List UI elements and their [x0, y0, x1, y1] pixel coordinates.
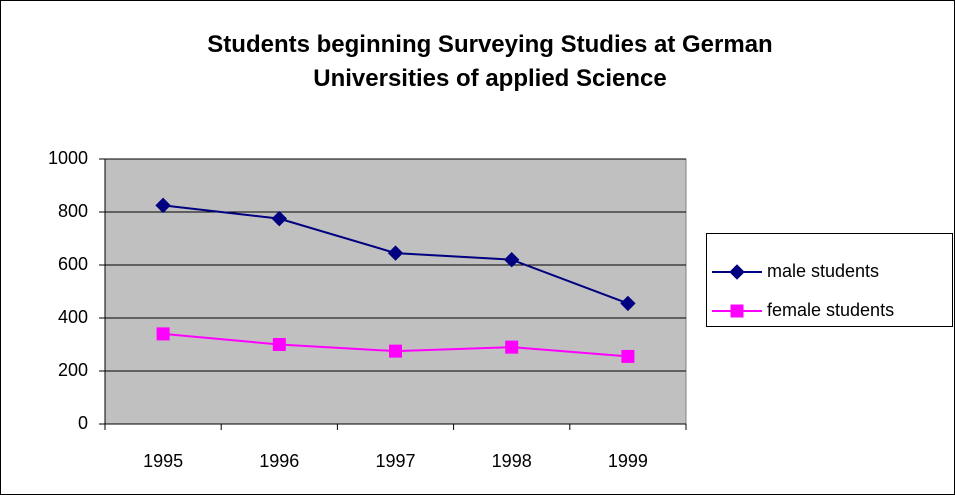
y-tick-label: 800	[58, 201, 88, 221]
data-point	[272, 338, 286, 351]
y-tick-label: 400	[58, 307, 88, 327]
data-point	[387, 245, 404, 261]
data-point	[156, 327, 170, 341]
legend-label: male students	[767, 261, 879, 281]
x-tick-label: 1996	[259, 451, 299, 471]
data-point	[503, 251, 520, 268]
data-point	[271, 210, 288, 227]
x-tick-label: 1995	[143, 451, 183, 471]
x-tick-label: 1998	[492, 451, 532, 471]
data-point	[621, 349, 635, 363]
legend-marker	[729, 264, 745, 280]
y-tick-label: 1000	[48, 148, 88, 168]
data-point	[620, 295, 636, 312]
legend-label: female students	[767, 300, 894, 320]
x-tick-label: 1999	[608, 451, 648, 471]
x-tick-label: 1997	[375, 451, 415, 471]
data-point	[155, 197, 171, 214]
plot-area	[104, 158, 687, 425]
legend-marker	[730, 304, 744, 318]
y-tick-label: 600	[58, 254, 88, 274]
data-point	[389, 344, 402, 358]
data-point	[505, 340, 519, 354]
y-tick-label: 0	[78, 413, 88, 433]
chart-title: Students beginning Surveying Studies at …	[207, 31, 773, 92]
y-tick-label: 200	[58, 360, 88, 380]
